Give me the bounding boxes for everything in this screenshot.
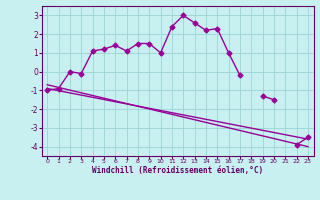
- X-axis label: Windchill (Refroidissement éolien,°C): Windchill (Refroidissement éolien,°C): [92, 166, 263, 175]
